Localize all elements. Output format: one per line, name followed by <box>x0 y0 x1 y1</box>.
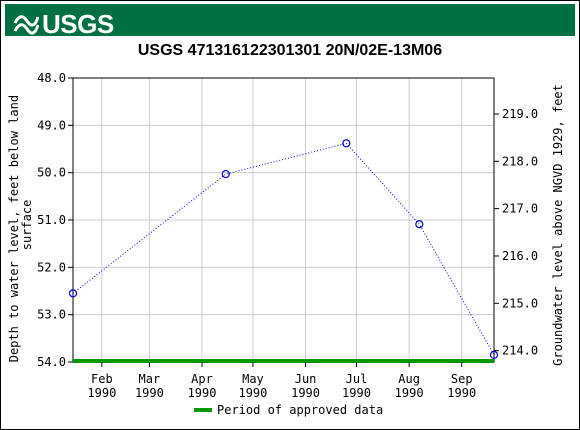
x-axis: Feb1990Mar1990Apr1990May1990Jun1990Jul19… <box>87 362 476 400</box>
x-tick-label-year: 1990 <box>135 386 164 400</box>
left-axis: 48.0 49.0 50.0 51.0 52.0 53.0 54.0 <box>37 71 73 369</box>
x-tick-label-year: 1990 <box>188 386 217 400</box>
x-tick-label-month: Aug <box>398 372 420 386</box>
legend: Period of approved data <box>194 403 383 417</box>
left-tick-label: 49.0 <box>37 118 66 132</box>
legend-label: Period of approved data <box>217 403 383 417</box>
data-point <box>342 139 351 148</box>
left-tick-label: 53.0 <box>37 308 66 322</box>
left-tick-label: 51.0 <box>37 213 66 227</box>
usgs-logo: USGS <box>13 10 114 38</box>
left-tick-label: 52.0 <box>37 260 66 274</box>
x-tick-label-year: 1990 <box>447 386 476 400</box>
right-tick-label: 214.0 <box>502 344 538 358</box>
right-tick-label: 219.0 <box>502 107 538 121</box>
left-tick-label: 54.0 <box>37 355 66 369</box>
data-point <box>68 289 78 298</box>
left-tick-label: 50.0 <box>37 166 66 180</box>
right-axis: 219.0 218.0 217.0 216.0 215.0 214.0 <box>494 107 538 358</box>
x-tick-label-year: 1990 <box>342 386 371 400</box>
x-tick-label-year: 1990 <box>87 386 116 400</box>
x-tick-label-month: Jun <box>295 372 317 386</box>
x-tick-label-month: Mar <box>139 372 161 386</box>
grid <box>73 77 494 363</box>
chart-title: USGS 471316122301301 20N/02E-13M06 <box>137 42 443 59</box>
x-tick-label-year: 1990 <box>291 386 320 400</box>
left-tick-label: 48.0 <box>37 71 66 85</box>
x-tick-label-month: Feb <box>91 372 113 386</box>
data-point <box>221 169 230 179</box>
usgs-logo-text: USGS <box>42 9 114 39</box>
x-tick-label-month: Apr <box>191 372 213 386</box>
data-point <box>415 220 424 229</box>
usgs-banner: USGS <box>5 4 575 38</box>
right-tick-label: 217.0 <box>502 202 538 216</box>
x-tick-label-year: 1990 <box>395 386 424 400</box>
usgs-wave-icon <box>13 15 39 35</box>
x-tick-label-month: Jul <box>346 372 368 386</box>
x-tick-label-month: Sep <box>451 372 473 386</box>
right-tick-label: 216.0 <box>502 249 538 263</box>
right-tick-label: 215.0 <box>502 296 538 310</box>
right-axis-label: Groundwater level above NGVD 1929, feet <box>551 84 565 366</box>
data-point <box>489 350 499 359</box>
x-tick-label-year: 1990 <box>238 386 267 400</box>
x-tick-label-month: May <box>242 372 264 386</box>
left-axis-label: Depth to water level, feet below land su… <box>7 88 34 363</box>
series-line <box>72 142 495 356</box>
right-tick-label: 218.0 <box>502 154 538 168</box>
